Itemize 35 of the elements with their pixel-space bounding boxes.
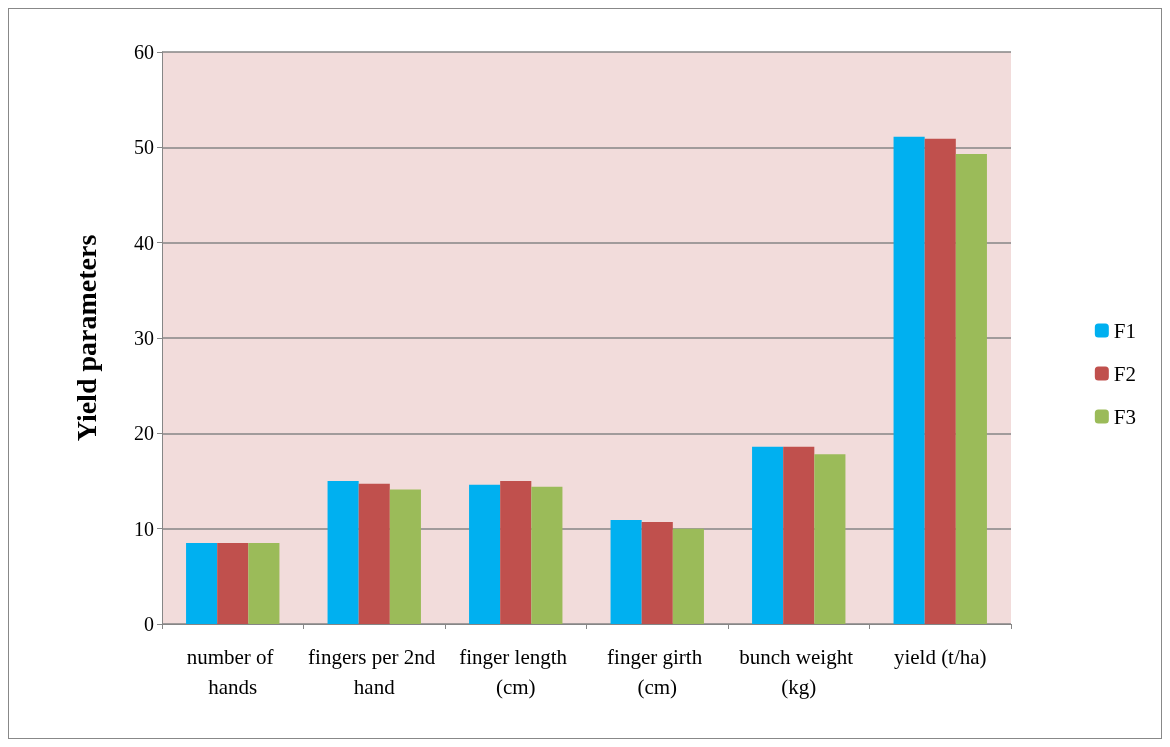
bar <box>531 486 563 624</box>
x-tick-label: bunch weight (kg) <box>739 645 859 699</box>
bar <box>672 528 704 624</box>
bar <box>469 484 501 624</box>
y-tick-label: 60 <box>134 41 154 63</box>
bar <box>814 454 846 624</box>
x-tick-label: finger girth (cm) <box>607 645 708 699</box>
bar <box>783 446 815 624</box>
y-tick-label: 0 <box>144 613 154 635</box>
legend-label: F3 <box>1113 404 1137 429</box>
x-tick-label: yield (t/ha) <box>893 645 987 669</box>
x-tick-label: fingers per 2nd hand <box>308 645 441 699</box>
bar <box>217 542 249 624</box>
y-tick-label: 30 <box>134 327 154 349</box>
x-tick-label: finger length (cm) <box>459 645 573 699</box>
y-tick-label: 40 <box>134 231 154 254</box>
bar <box>924 138 956 624</box>
x-tick-label: number of hands <box>186 645 279 699</box>
y-axis-title: Yield parameters <box>70 234 102 442</box>
legend-label: F2 <box>1113 361 1137 386</box>
legend-label: F1 <box>1113 318 1137 343</box>
bar <box>641 521 673 624</box>
y-tick-label: 10 <box>134 517 154 540</box>
y-tick-label: 20 <box>134 422 154 445</box>
bar <box>186 542 218 624</box>
bar <box>955 154 987 624</box>
bar <box>752 446 784 624</box>
bar <box>893 136 925 624</box>
bar <box>327 481 359 624</box>
bar <box>500 481 532 624</box>
bar <box>610 520 642 624</box>
bar <box>389 489 421 624</box>
y-tick-label: 50 <box>134 136 154 159</box>
bar <box>248 542 280 624</box>
bar <box>358 483 390 624</box>
